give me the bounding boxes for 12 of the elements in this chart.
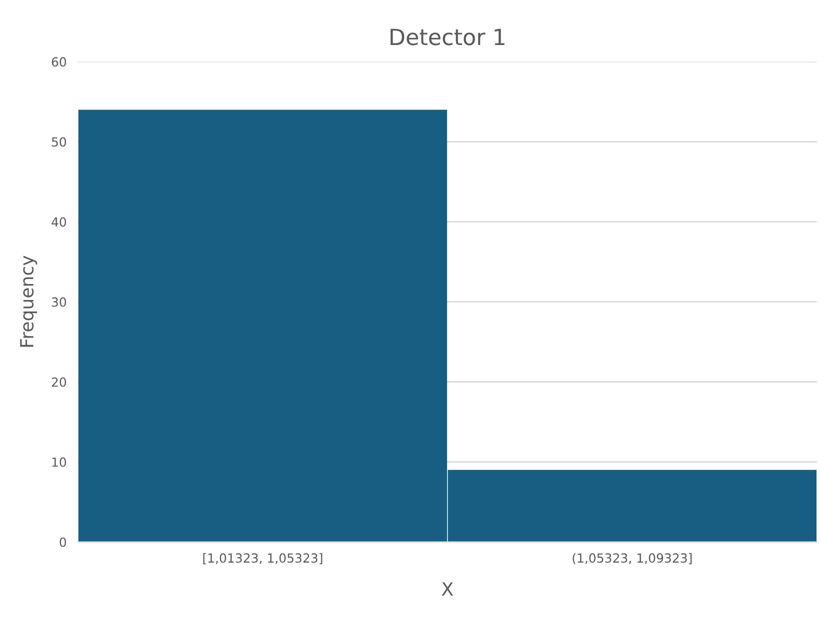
y-tick-label: 10	[52, 457, 66, 467]
x-axis-title: X	[442, 582, 454, 596]
y-tick-label: 60	[52, 57, 66, 67]
chart-title: Detector 1	[390, 28, 504, 46]
x-tick-label: [1,01323, 1,05323]	[203, 553, 322, 564]
y-tick-label: 50	[52, 137, 66, 147]
y-axis-title: Frequency	[20, 256, 38, 347]
y-tick-label: 0	[60, 537, 66, 547]
y-tick-label: 30	[52, 297, 66, 307]
y-tick-label: 40	[52, 217, 66, 227]
x-tick-label: (1,05323, 1,09323]	[572, 553, 692, 564]
y-tick-label: 20	[52, 377, 66, 387]
